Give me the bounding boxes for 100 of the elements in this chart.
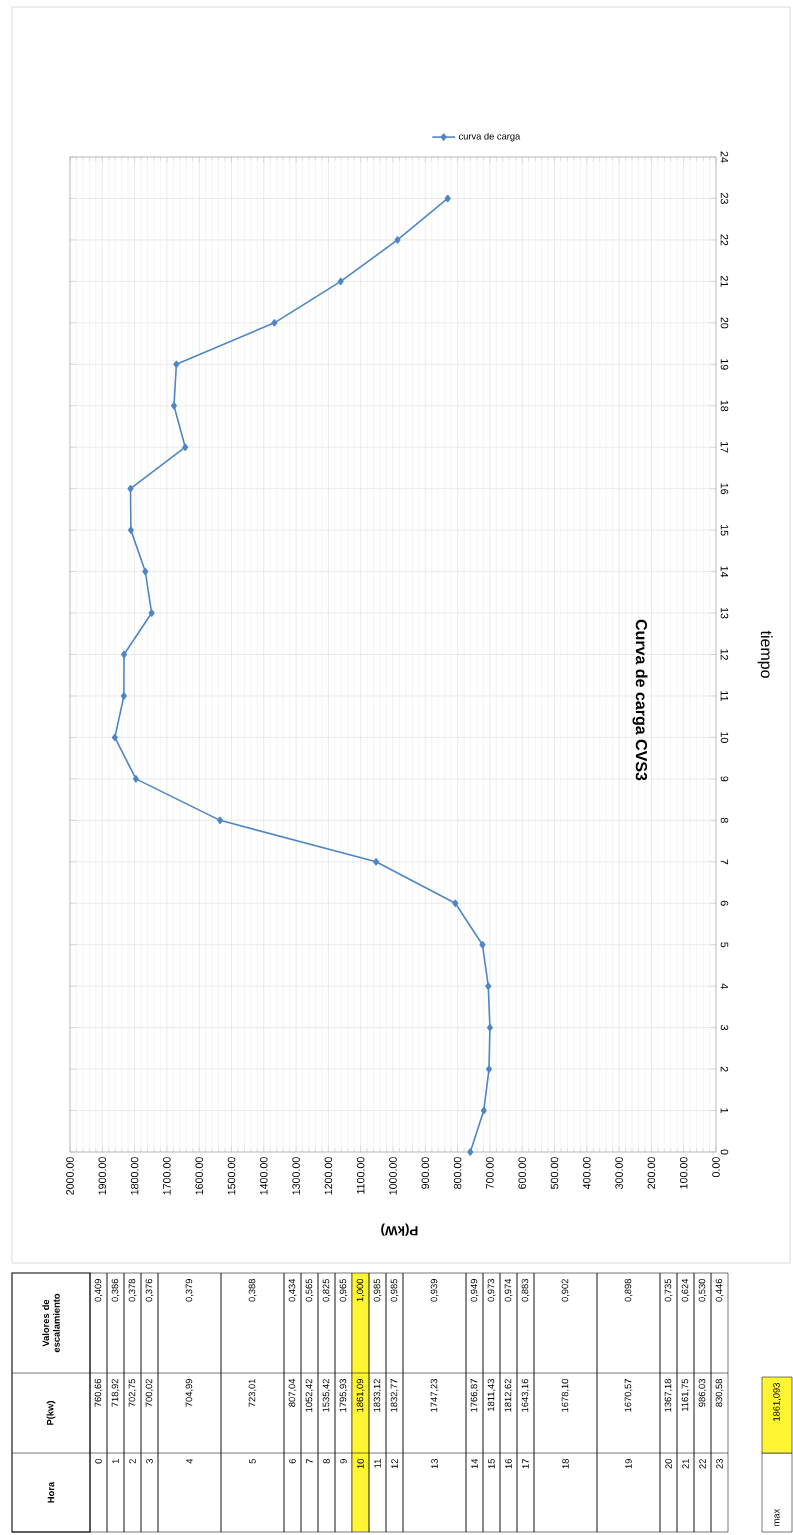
data-label: 1678,10: [561, 1378, 570, 1412]
point: [394, 236, 401, 244]
x-tick-label: 1500.00: [227, 1157, 236, 1195]
data-label: 760,66: [94, 1379, 103, 1407]
data-label: 1795,93: [339, 1379, 348, 1412]
category-label: 4: [186, 1458, 193, 1464]
x-tick-label: 1300.00: [292, 1157, 300, 1195]
y-tick-label: 12: [720, 649, 729, 660]
data-label: 1832,77: [390, 1379, 399, 1412]
data-label: 704,99: [185, 1379, 194, 1407]
x-tick-label: 1600.00: [195, 1157, 203, 1195]
data-label: 0,902: [561, 1279, 570, 1302]
data-label: 1812,62: [504, 1379, 513, 1412]
category-label: 3: [146, 1459, 153, 1464]
data-label: 0,735: [664, 1279, 673, 1302]
category-label: 2: [129, 1459, 136, 1464]
data-label: 718,92: [111, 1379, 120, 1407]
category-label: 20: [665, 1458, 672, 1469]
y-tick-label: 9: [720, 776, 729, 782]
category-label: 15: [488, 1459, 495, 1469]
y-tick-label: 10: [720, 732, 729, 743]
point: [170, 402, 177, 410]
category-label: 10: [357, 1458, 364, 1469]
x-tick-label: 1700.00: [163, 1157, 171, 1195]
text: Hora: [47, 1481, 55, 1503]
x-tick-label: 1900.00: [98, 1157, 107, 1195]
data-label: 0,883: [521, 1279, 530, 1302]
y-tick-label: 11: [720, 691, 729, 701]
data-label: 0,376: [145, 1279, 154, 1302]
x-tick-label: 1000.00: [389, 1157, 397, 1195]
point: [148, 609, 155, 617]
category-label: 18: [562, 1459, 569, 1469]
y-tick-label: 17: [720, 442, 729, 453]
data-label: 807,04: [288, 1378, 297, 1407]
text: Curva de carga CVS3: [632, 619, 648, 781]
y-tick-label: 1: [720, 1108, 729, 1114]
x-axis-title: P(kW): [381, 1223, 418, 1236]
x-tick-label: 100.00: [679, 1157, 688, 1189]
text: P(kw): [46, 1401, 56, 1425]
data-label: 0,434: [288, 1278, 297, 1302]
data-label: 702,75: [128, 1379, 137, 1407]
data-label: 0,565: [305, 1279, 314, 1302]
data-label: 0,825: [322, 1279, 331, 1302]
data-label: 0,379: [185, 1279, 194, 1302]
point: [467, 1148, 474, 1156]
text: Valores de escalamiento: [42, 1293, 60, 1353]
point: [132, 775, 139, 783]
category-label: 1: [112, 1459, 119, 1464]
data-label: 1833,12: [373, 1379, 382, 1412]
category-label: 5: [249, 1459, 256, 1464]
category-label: 21: [682, 1459, 689, 1469]
data-label: 1766,87: [470, 1379, 479, 1412]
x-tick-label: 500.00: [550, 1157, 559, 1189]
data-label: 0,530: [698, 1278, 707, 1302]
x-tick-label: 1100.00: [356, 1157, 365, 1194]
data-label: 0,378: [128, 1279, 137, 1302]
data-label: 1811,43: [487, 1379, 496, 1411]
data-label: 1861,09: [356, 1379, 365, 1412]
point: [173, 360, 180, 369]
point: [486, 1065, 492, 1073]
data-label: 0,388: [248, 1279, 257, 1302]
category-label: 16: [505, 1459, 512, 1469]
x-tick-label: 2000.00: [66, 1157, 74, 1195]
point: [111, 733, 118, 742]
data-label: 0,949: [470, 1279, 479, 1302]
data-label: 1,000: [356, 1278, 365, 1302]
y-tick-label: 15: [720, 525, 729, 536]
data-label: 1367,18: [664, 1379, 673, 1412]
y-tick-label: 0: [720, 1149, 729, 1155]
data-label: 830,58: [715, 1379, 724, 1407]
x-tick-label: 300.00: [615, 1157, 623, 1189]
point: [479, 940, 486, 949]
data-label: 723,01: [248, 1379, 257, 1407]
x-tick-label: 800.00: [453, 1157, 462, 1189]
point: [142, 567, 149, 576]
data-label: 1670,57: [624, 1379, 633, 1412]
data-label: 0,939: [430, 1279, 439, 1302]
category-label: 17: [522, 1459, 529, 1469]
point: [452, 899, 459, 907]
point: [120, 692, 127, 700]
category-label: 19: [625, 1459, 632, 1469]
y-tick-label: 18: [720, 400, 729, 412]
data-label: 1161,75: [681, 1379, 690, 1411]
x-tick-label: 600.00: [518, 1157, 526, 1189]
category-label: 22: [699, 1459, 706, 1469]
text: max: [774, 1508, 780, 1526]
data-label: 0,974: [504, 1278, 513, 1302]
x-tick-label: 1800.00: [130, 1157, 139, 1195]
category-label: 6: [289, 1459, 296, 1464]
y-tick-label: 7: [720, 859, 729, 865]
y-tick-label: 8: [720, 817, 729, 823]
category-label: 14: [471, 1458, 478, 1469]
data-label: 1052,42: [305, 1379, 314, 1412]
data-label: 0,973: [487, 1279, 496, 1302]
point: [337, 277, 344, 286]
y-tick-label: 6: [720, 900, 729, 906]
category-label: 0: [95, 1458, 102, 1464]
point: [271, 319, 278, 327]
data-label: 1535,42: [322, 1379, 331, 1412]
y-tick-label: 4: [720, 983, 729, 989]
